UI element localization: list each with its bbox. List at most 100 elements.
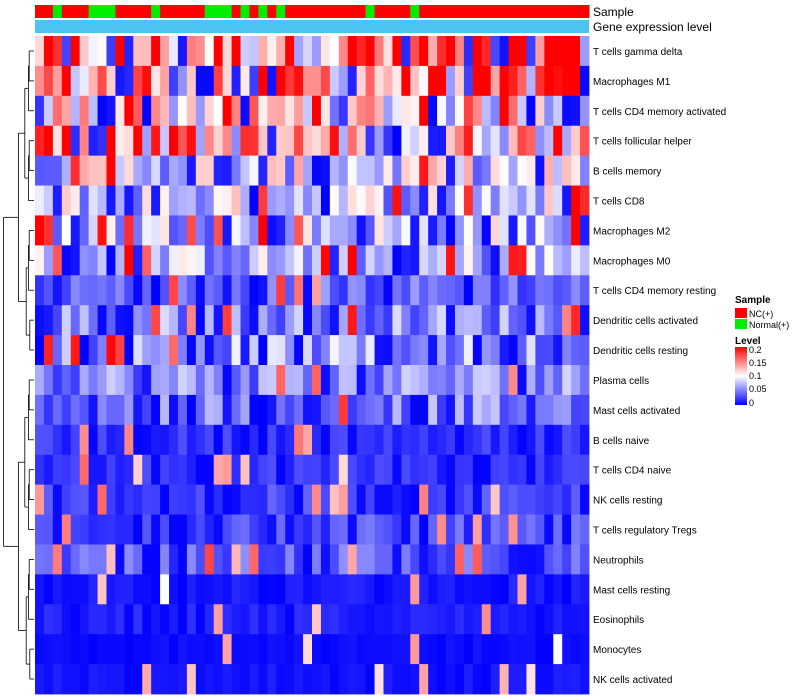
heatmap-cell — [169, 275, 179, 306]
heatmap-cell — [544, 36, 554, 67]
heatmap-cell — [410, 95, 420, 127]
heatmap-cell — [347, 664, 358, 695]
heatmap-cell — [204, 664, 215, 695]
heatmap-cell — [43, 365, 54, 396]
heatmap-cell — [374, 125, 384, 157]
heatmap-cell — [535, 484, 545, 515]
heatmap-cell — [446, 604, 456, 635]
legend-level-gradient — [735, 347, 747, 405]
heatmap-cell — [508, 155, 518, 186]
heatmap-cell — [142, 215, 152, 246]
heatmap-cell — [499, 424, 509, 456]
heatmap-cell — [52, 245, 63, 276]
heatmap-cell — [580, 275, 590, 306]
heatmap-cell — [204, 335, 215, 366]
sample-annotation-cell — [88, 5, 99, 18]
heatmap-cell — [303, 454, 313, 486]
heatmap-cell — [553, 544, 563, 575]
heatmap-cell — [70, 514, 81, 545]
heatmap-cell — [160, 335, 170, 366]
heatmap-cell — [240, 514, 250, 545]
heatmap-cell — [195, 305, 206, 336]
heatmap-cell — [419, 394, 429, 426]
heatmap-cell — [526, 365, 536, 396]
heatmap-cell — [106, 155, 116, 186]
heatmap-cell — [115, 275, 125, 306]
heatmap-cell — [177, 604, 188, 635]
heatmap-cell — [231, 424, 241, 456]
heatmap-cell — [437, 65, 447, 97]
heatmap-cell — [517, 424, 527, 456]
heatmap-cell — [374, 95, 384, 127]
legend-label-normal: Normal(+) — [749, 320, 789, 330]
heatmap-cell — [79, 604, 90, 635]
heatmap-cell — [499, 604, 509, 635]
heatmap-cell — [294, 664, 304, 695]
heatmap-cell — [231, 65, 241, 97]
heatmap-cell — [267, 484, 277, 515]
heatmap-cell — [186, 514, 197, 545]
heatmap-cell — [35, 394, 45, 426]
heatmap-cell — [526, 185, 536, 216]
heatmap-cell — [160, 65, 170, 97]
heatmap-cell — [410, 185, 420, 216]
heatmap-cell — [213, 95, 224, 127]
heatmap-cell — [276, 36, 286, 67]
heatmap-cell — [571, 365, 581, 396]
heatmap-cell — [499, 185, 509, 216]
heatmap-cell — [535, 305, 545, 336]
heatmap-cell — [186, 95, 197, 127]
heatmap-cell — [35, 36, 45, 67]
heatmap-cell — [160, 394, 170, 426]
heatmap-cell — [124, 215, 134, 246]
heatmap-cell — [535, 95, 545, 127]
heatmap-cell — [177, 125, 188, 157]
heatmap-cell — [97, 185, 107, 216]
heatmap-cell — [329, 65, 340, 97]
sample-annotation-cell — [79, 5, 90, 18]
heatmap-cell — [428, 65, 438, 97]
heatmap-cell — [544, 394, 554, 426]
heatmap-cell — [222, 664, 232, 695]
heatmap-cell — [106, 335, 116, 366]
heatmap-cell — [526, 664, 536, 695]
heatmap-cell — [580, 245, 590, 276]
heatmap-cell — [61, 424, 72, 456]
heatmap-cell — [79, 454, 90, 486]
heatmap-cell — [481, 245, 492, 276]
heatmap-cell — [97, 305, 107, 336]
heatmap-cell — [43, 664, 54, 695]
heatmap-cell — [303, 634, 313, 665]
heatmap-cell — [535, 36, 545, 67]
heatmap-cell — [204, 514, 215, 545]
heatmap-cell — [88, 215, 98, 246]
heatmap-cell — [571, 245, 581, 276]
heatmap-cell — [437, 245, 447, 276]
heatmap-cell — [294, 604, 304, 635]
heatmap-cell — [490, 634, 501, 665]
heatmap-cell — [43, 544, 54, 575]
heatmap-cell — [124, 155, 134, 186]
heatmap-cell — [213, 604, 224, 635]
heatmap-cell — [222, 185, 232, 216]
heatmap-cell — [410, 574, 420, 605]
heatmap-cell — [320, 185, 331, 216]
heatmap-cell — [428, 604, 438, 635]
heatmap-cell — [213, 305, 224, 336]
heatmap-cell — [43, 574, 54, 605]
heatmap-cell — [133, 454, 143, 486]
heatmap-cell — [356, 125, 367, 157]
heatmap-cell — [365, 604, 375, 635]
heatmap-cell — [151, 574, 161, 605]
heatmap-cell — [553, 125, 563, 157]
sample-annotation-cell — [43, 5, 54, 18]
heatmap-cell — [267, 514, 277, 545]
heatmap-cell — [70, 634, 81, 665]
heatmap-cell — [312, 275, 322, 306]
heatmap-cell — [249, 65, 259, 97]
heatmap-cell — [490, 544, 501, 575]
heatmap-cell — [365, 544, 375, 575]
heatmap-cell — [231, 95, 241, 127]
sample-annotation-cell — [437, 5, 447, 18]
heatmap-cell — [160, 664, 170, 695]
